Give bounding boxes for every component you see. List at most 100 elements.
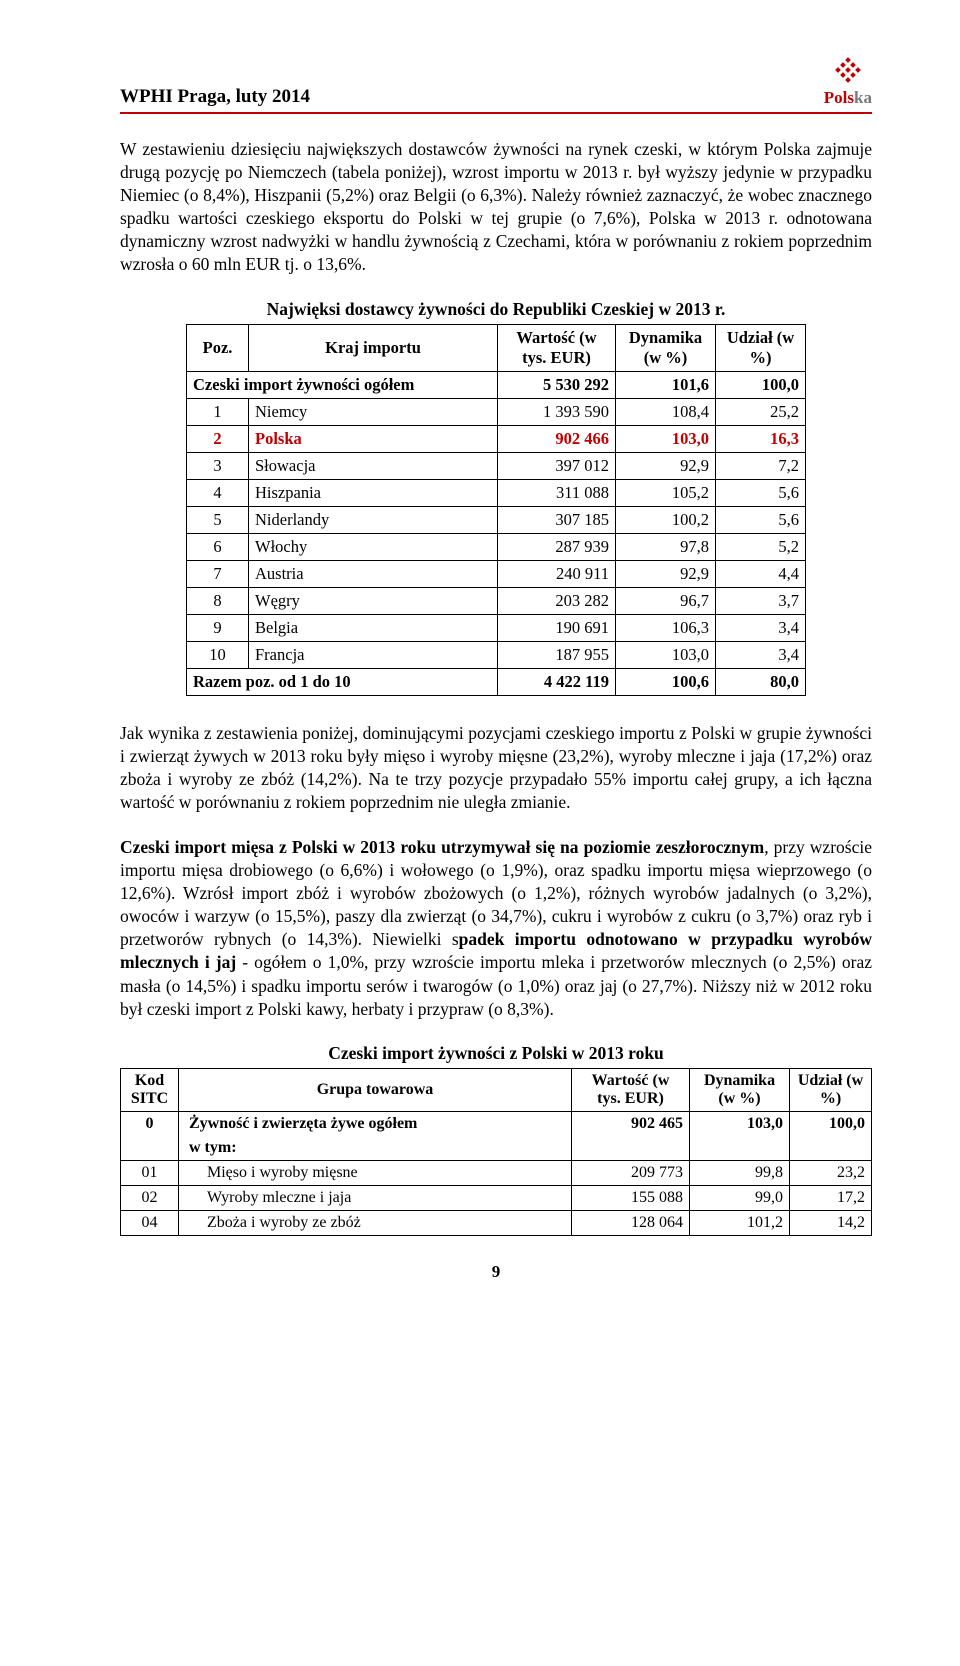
t1-cell-name: Słowacja	[249, 452, 498, 479]
t2-cell-udz: 14,2	[790, 1210, 872, 1235]
logo-diamond-icon	[833, 56, 863, 86]
t1-cell-wartosc: 287 939	[498, 533, 616, 560]
t1-cell-wartosc: 1 393 590	[498, 398, 616, 425]
t1-h-dyn: Dynamika (w %)	[616, 324, 716, 371]
t1-cell-name: Włochy	[249, 533, 498, 560]
t1-cell-wartosc: 190 691	[498, 614, 616, 641]
t1-cell-dyn: 105,2	[616, 479, 716, 506]
t2-h-kod: Kod SITC	[121, 1068, 179, 1111]
t1-cell-poz: 8	[187, 587, 249, 614]
paragraph-1: W zestawieniu dziesięciu największych do…	[120, 138, 872, 277]
t1-cell-poz: 7	[187, 560, 249, 587]
t1-cell-name: Niderlandy	[249, 506, 498, 533]
t1-cell-poz: 9	[187, 614, 249, 641]
t1-cell-poz: 5	[187, 506, 249, 533]
t1-cell-wartosc: 240 911	[498, 560, 616, 587]
page-header: WPHI Praga, luty 2014	[120, 56, 872, 114]
t1-cell-udz: 3,4	[716, 641, 806, 668]
t2-cell-dyn: 99,0	[690, 1185, 790, 1210]
t1-cell-udz: 5,2	[716, 533, 806, 560]
table-suppliers: Poz. Kraj importu Wartość (w tys. EUR) D…	[186, 324, 806, 696]
t1-cell-dyn: 100,2	[616, 506, 716, 533]
t1-cell-dyn: 103,0	[616, 641, 716, 668]
t1-cell-udz: 4,4	[716, 560, 806, 587]
t1-cell-name: Francja	[249, 641, 498, 668]
t2-cell-wartosc: 128 064	[572, 1210, 690, 1235]
header-title: WPHI Praga, luty 2014	[120, 86, 310, 108]
table-row: 02Wyroby mleczne i jaja155 08899,017,2	[121, 1185, 872, 1210]
t2-total-label: Żywność i zwierzęta żywe ogółem	[179, 1111, 572, 1136]
t1-cell-name: Polska	[249, 425, 498, 452]
table-row: 9Belgia190 691106,33,4	[187, 614, 806, 641]
t1-cell-wartosc: 187 955	[498, 641, 616, 668]
t2-h-udz: Udział (w %)	[790, 1068, 872, 1111]
t1-h-udz: Udział (w %)	[716, 324, 806, 371]
t2-total-dyn: 103,0	[690, 1111, 790, 1160]
t1-cell-poz: 3	[187, 452, 249, 479]
t1-cell-name: Węgry	[249, 587, 498, 614]
t2-cell-wartosc: 209 773	[572, 1160, 690, 1185]
page-number: 9	[120, 1262, 872, 1282]
t1-sum-label: Razem poz. od 1 do 10	[187, 668, 498, 695]
table-row: 7Austria240 91192,94,4	[187, 560, 806, 587]
table-import-groups: Kod SITC Grupa towarowa Wartość (w tys. …	[120, 1068, 872, 1236]
t1-cell-dyn: 92,9	[616, 560, 716, 587]
t1-sum-udz: 80,0	[716, 668, 806, 695]
t1-cell-wartosc: 902 466	[498, 425, 616, 452]
t2-total-sub: w tym:	[179, 1136, 572, 1161]
t1-cell-dyn: 96,7	[616, 587, 716, 614]
t1-cell-name: Austria	[249, 560, 498, 587]
t2-cell-code: 01	[121, 1160, 179, 1185]
t1-cell-udz: 5,6	[716, 506, 806, 533]
t1-cell-udz: 3,4	[716, 614, 806, 641]
t1-cell-wartosc: 311 088	[498, 479, 616, 506]
t1-total-udz: 100,0	[716, 371, 806, 398]
t2-total-wartosc: 902 465	[572, 1111, 690, 1160]
t1-sum-wartosc: 4 422 119	[498, 668, 616, 695]
t2-cell-udz: 23,2	[790, 1160, 872, 1185]
table-row: 4Hiszpania311 088105,25,6	[187, 479, 806, 506]
table-row: 01Mięso i wyroby mięsne209 77399,823,2	[121, 1160, 872, 1185]
t1-cell-dyn: 92,9	[616, 452, 716, 479]
t2-h-dyn: Dynamika (w %)	[690, 1068, 790, 1111]
logo-text-red: Pols	[824, 88, 854, 108]
t2-cell-dyn: 101,2	[690, 1210, 790, 1235]
paragraph-3: Czeski import mięsa z Polski w 2013 roku…	[120, 836, 872, 1021]
t2-cell-udz: 17,2	[790, 1185, 872, 1210]
t1-cell-dyn: 108,4	[616, 398, 716, 425]
table-row: 04Zboża i wyroby ze zbóż128 064101,214,2	[121, 1210, 872, 1235]
table-row: 10Francja187 955103,03,4	[187, 641, 806, 668]
table1-title: Najwięksi dostawcy żywności do Republiki…	[120, 299, 872, 320]
t1-h-kraj: Kraj importu	[249, 324, 498, 371]
t1-cell-wartosc: 307 185	[498, 506, 616, 533]
t1-cell-name: Hiszpania	[249, 479, 498, 506]
table-row: 3Słowacja397 01292,97,2	[187, 452, 806, 479]
t2-cell-code: 02	[121, 1185, 179, 1210]
t2-h-grupa: Grupa towarowa	[179, 1068, 572, 1111]
t2-cell-name: Zboża i wyroby ze zbóż	[179, 1210, 572, 1235]
t1-cell-name: Niemcy	[249, 398, 498, 425]
table-row: 5Niderlandy307 185100,25,6	[187, 506, 806, 533]
t1-sum-dyn: 100,6	[616, 668, 716, 695]
t1-h-poz: Poz.	[187, 324, 249, 371]
t2-total-udz: 100,0	[790, 1111, 872, 1160]
t1-cell-poz: 6	[187, 533, 249, 560]
t2-cell-name: Wyroby mleczne i jaja	[179, 1185, 572, 1210]
t1-cell-udz: 3,7	[716, 587, 806, 614]
t1-cell-dyn: 103,0	[616, 425, 716, 452]
t2-cell-code: 04	[121, 1210, 179, 1235]
t1-cell-udz: 5,6	[716, 479, 806, 506]
t1-h-wartosc: Wartość (w tys. EUR)	[498, 324, 616, 371]
t1-cell-wartosc: 397 012	[498, 452, 616, 479]
logo-text: Polska	[824, 88, 872, 108]
t2-total-code: 0	[121, 1111, 179, 1160]
t1-cell-udz: 16,3	[716, 425, 806, 452]
t1-cell-poz: 2	[187, 425, 249, 452]
t2-cell-wartosc: 155 088	[572, 1185, 690, 1210]
p3-bold-lead: Czeski import mięsa z Polski w 2013 roku…	[120, 837, 764, 857]
t1-cell-dyn: 97,8	[616, 533, 716, 560]
t1-cell-dyn: 106,3	[616, 614, 716, 641]
t1-total-label: Czeski import żywności ogółem	[187, 371, 498, 398]
t1-cell-poz: 1	[187, 398, 249, 425]
t1-cell-wartosc: 203 282	[498, 587, 616, 614]
